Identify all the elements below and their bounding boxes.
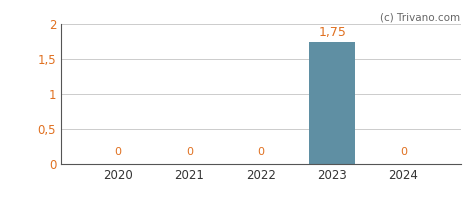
Text: 0: 0 [400,147,407,157]
Text: 0: 0 [258,147,264,157]
Text: (c) Trivano.com: (c) Trivano.com [381,13,461,23]
Text: 0: 0 [186,147,193,157]
Bar [309,42,355,164]
Text: 1,75: 1,75 [318,26,346,39]
Text: 0: 0 [115,147,122,157]
